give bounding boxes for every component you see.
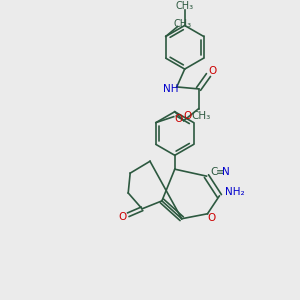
Text: N: N xyxy=(222,167,230,177)
Text: NH: NH xyxy=(163,84,178,94)
Text: O: O xyxy=(207,213,216,223)
Text: NH₂: NH₂ xyxy=(225,187,245,197)
Text: O: O xyxy=(118,212,126,222)
Text: CH₃: CH₃ xyxy=(174,19,192,28)
Text: O: O xyxy=(175,114,183,124)
Text: CH₃: CH₃ xyxy=(176,1,194,11)
Text: CH₃: CH₃ xyxy=(192,111,211,121)
Text: O: O xyxy=(208,66,217,76)
Text: ≡: ≡ xyxy=(216,167,225,177)
Text: C: C xyxy=(211,167,218,177)
Text: O: O xyxy=(184,111,192,121)
